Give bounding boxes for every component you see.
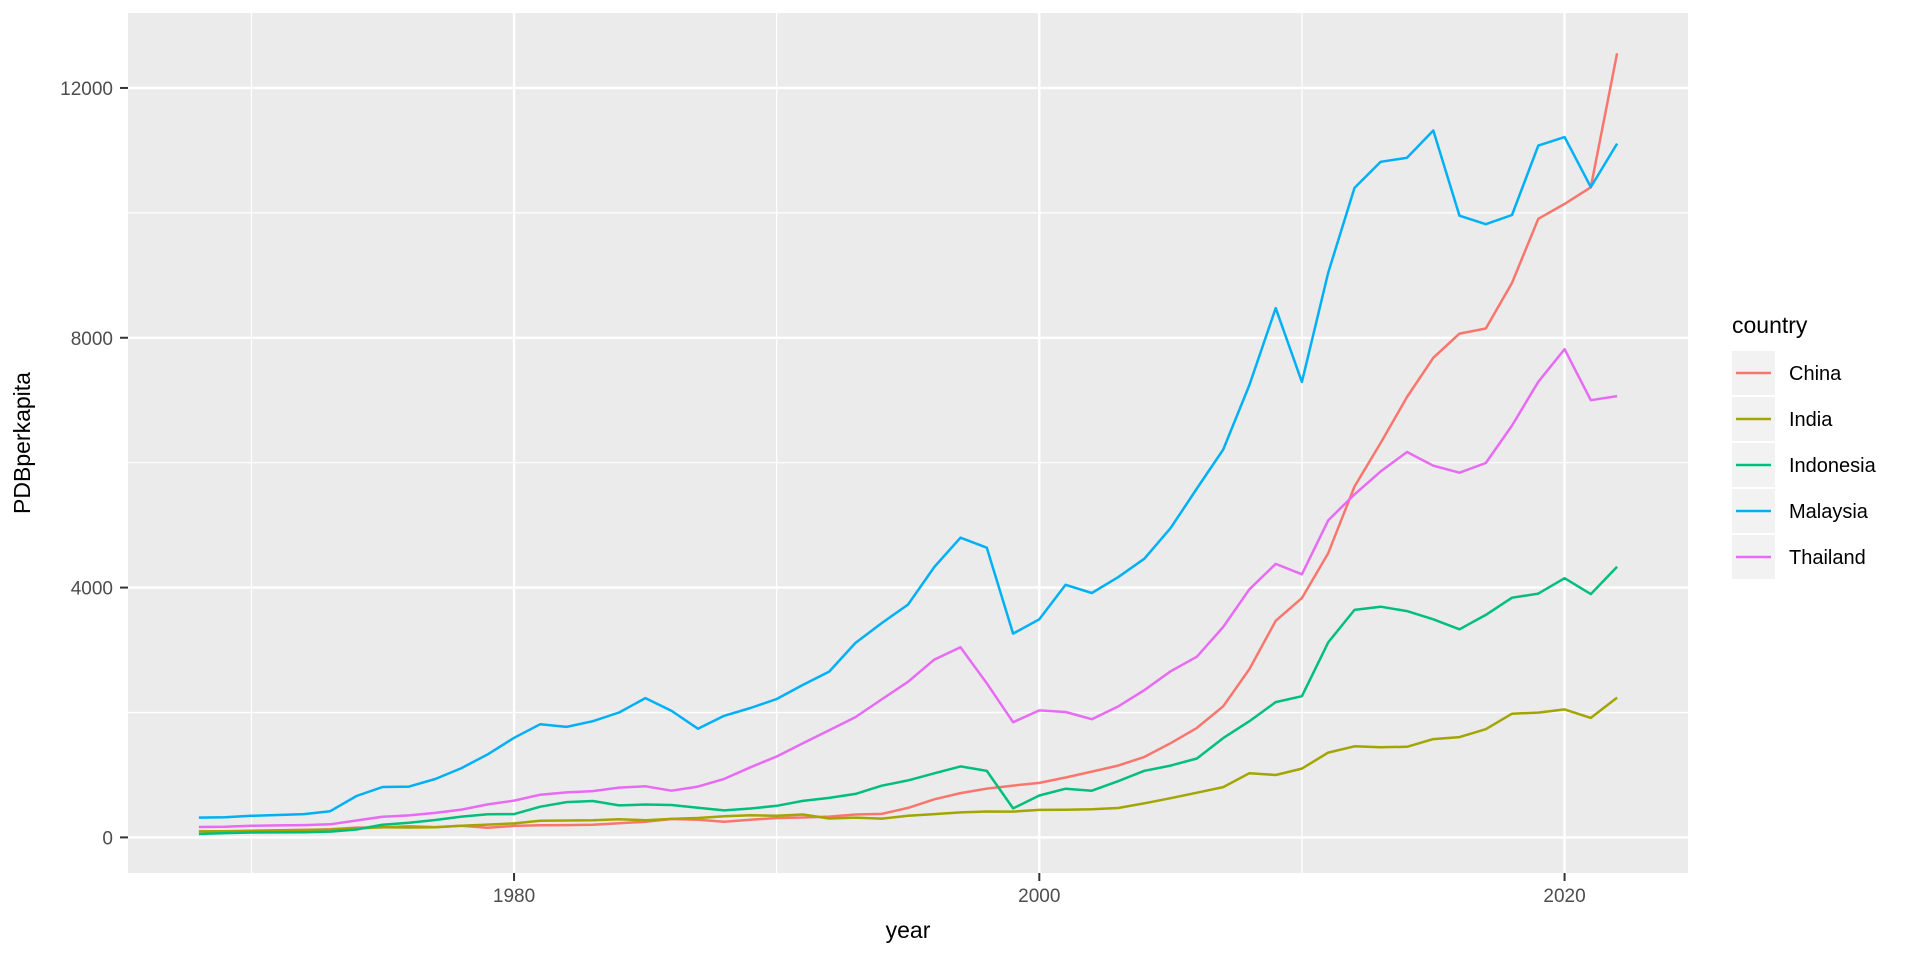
y-tick-label: 12000 [60,79,113,100]
plot-panel [128,13,1688,873]
x-axis-title: year [886,917,931,943]
x-tick-label: 2020 [1543,886,1585,907]
line-india [198,696,1618,833]
y-tick-label: 4000 [71,579,113,600]
line-malaysia [198,129,1619,819]
tick-marks [120,86,1566,881]
y-axis-title: PDBperkapita [9,372,35,514]
legend-label: Thailand [1789,547,1866,569]
line-thailand [198,347,1618,829]
gridlines [128,13,1688,873]
line-indonesia [198,565,1619,836]
legend-title: country [1732,312,1808,338]
x-tick-label: 2000 [1018,886,1060,907]
series-lines [198,52,1619,836]
legend-entry: Indonesia [1732,443,1877,487]
y-tick-label: 0 [102,828,113,849]
legend-entries: China India Indonesia Malaysia Thailand [1732,351,1877,579]
legend-label: Malaysia [1789,501,1869,523]
legend-label: Indonesia [1789,455,1877,477]
legend-entry: India [1732,397,1833,441]
legend-entry: China [1732,351,1842,395]
legend-entry: Malaysia [1732,489,1869,533]
legend-label: China [1789,363,1842,385]
x-tick-label: 1980 [493,886,535,907]
legend-entry: Thailand [1732,535,1866,579]
legend: country China India Indonesia Malaysia Thail… [1732,312,1877,579]
legend-label: India [1789,409,1833,431]
y-tick-label: 8000 [71,329,113,350]
tick-labels: 1980 2000 2020 0 4000 8000 12000 [60,79,1586,907]
